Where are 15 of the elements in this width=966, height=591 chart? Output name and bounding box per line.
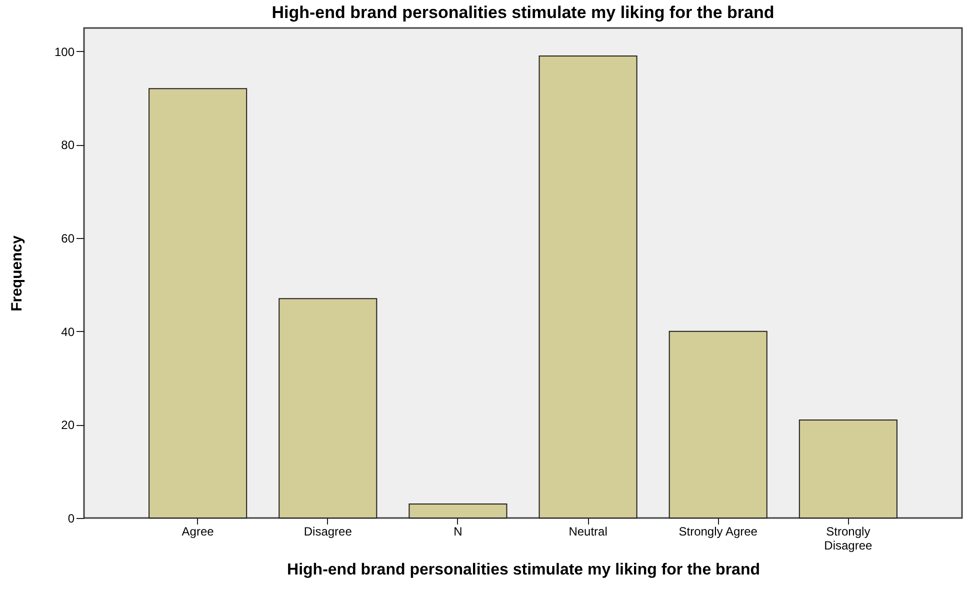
x-tick-label: Strongly Disagree <box>824 524 873 552</box>
x-tick-label: Neutral <box>568 524 608 538</box>
x-tick-label: Disagree <box>304 524 352 538</box>
y-tick-label: 100 <box>54 44 75 59</box>
chart-title: High-end brand personalities stimulate my liking for the brand <box>272 3 774 22</box>
y-axis-title: Frequency <box>8 234 26 312</box>
x-tick-label: Strongly Agree <box>678 524 758 538</box>
x-tick-label: Agree <box>182 524 214 538</box>
y-tick-label: 0 <box>68 512 75 526</box>
x-axis-title: High-end brand personalities stimulate my liking for the brand <box>287 562 760 578</box>
y-tick-label: 80 <box>61 138 75 152</box>
y-tick-label: 20 <box>61 418 75 432</box>
y-tick-label: 60 <box>61 232 75 246</box>
x-tick-label: N <box>454 524 462 538</box>
y-tick-label: 40 <box>61 324 75 339</box>
